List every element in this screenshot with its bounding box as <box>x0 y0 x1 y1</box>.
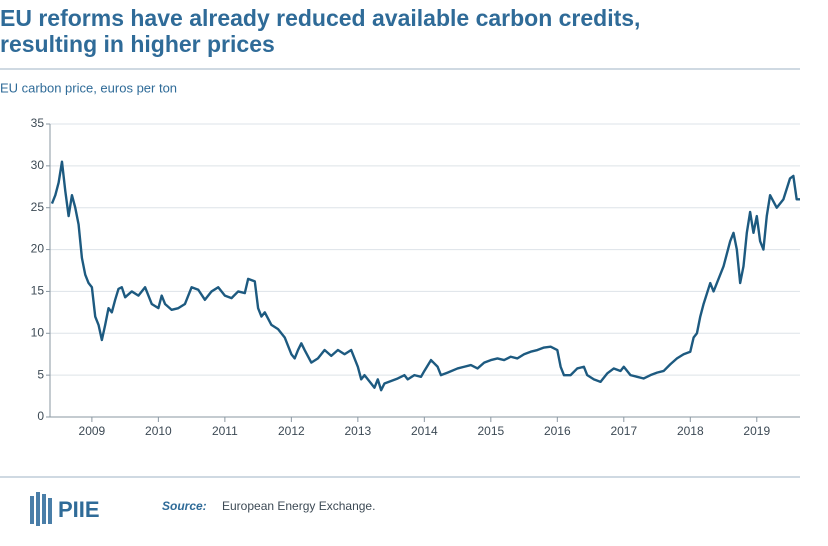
x-tick-label: 2019 <box>743 424 770 438</box>
y-tick-label: 20 <box>31 242 45 256</box>
y-tick-label: 25 <box>31 200 45 214</box>
y-tick-label: 35 <box>31 116 45 130</box>
y-tick-label: 0 <box>37 409 44 423</box>
y-tick-label: 15 <box>31 284 45 298</box>
y-tick-label: 30 <box>31 158 45 172</box>
source-label: Source: <box>162 499 207 513</box>
y-tick-label: 10 <box>31 325 45 339</box>
x-tick-label: 2017 <box>610 424 637 438</box>
logo: PIIE <box>58 497 100 522</box>
source: European Energy Exchange. <box>222 499 375 513</box>
x-tick-label: 2018 <box>677 424 704 438</box>
x-tick-label: 2010 <box>145 424 172 438</box>
x-tick-label: 2009 <box>79 424 106 438</box>
line <box>50 160 800 392</box>
x-tick-label: 2016 <box>544 424 571 438</box>
y-tick-label: 5 <box>37 367 44 381</box>
logo-icon <box>30 492 52 526</box>
x-tick-label: 2011 <box>212 424 238 438</box>
x-tick-label: 2014 <box>411 424 438 438</box>
chart-title: resulting in higher prices <box>0 31 275 57</box>
x-tick-label: 2012 <box>278 424 305 438</box>
x-tick-label: 2015 <box>477 424 504 438</box>
x-tick-label: 2013 <box>344 424 371 438</box>
subtitle: EU carbon price, euros per ton <box>0 80 177 95</box>
chart-title: EU reforms have already reduced availabl… <box>0 5 640 31</box>
